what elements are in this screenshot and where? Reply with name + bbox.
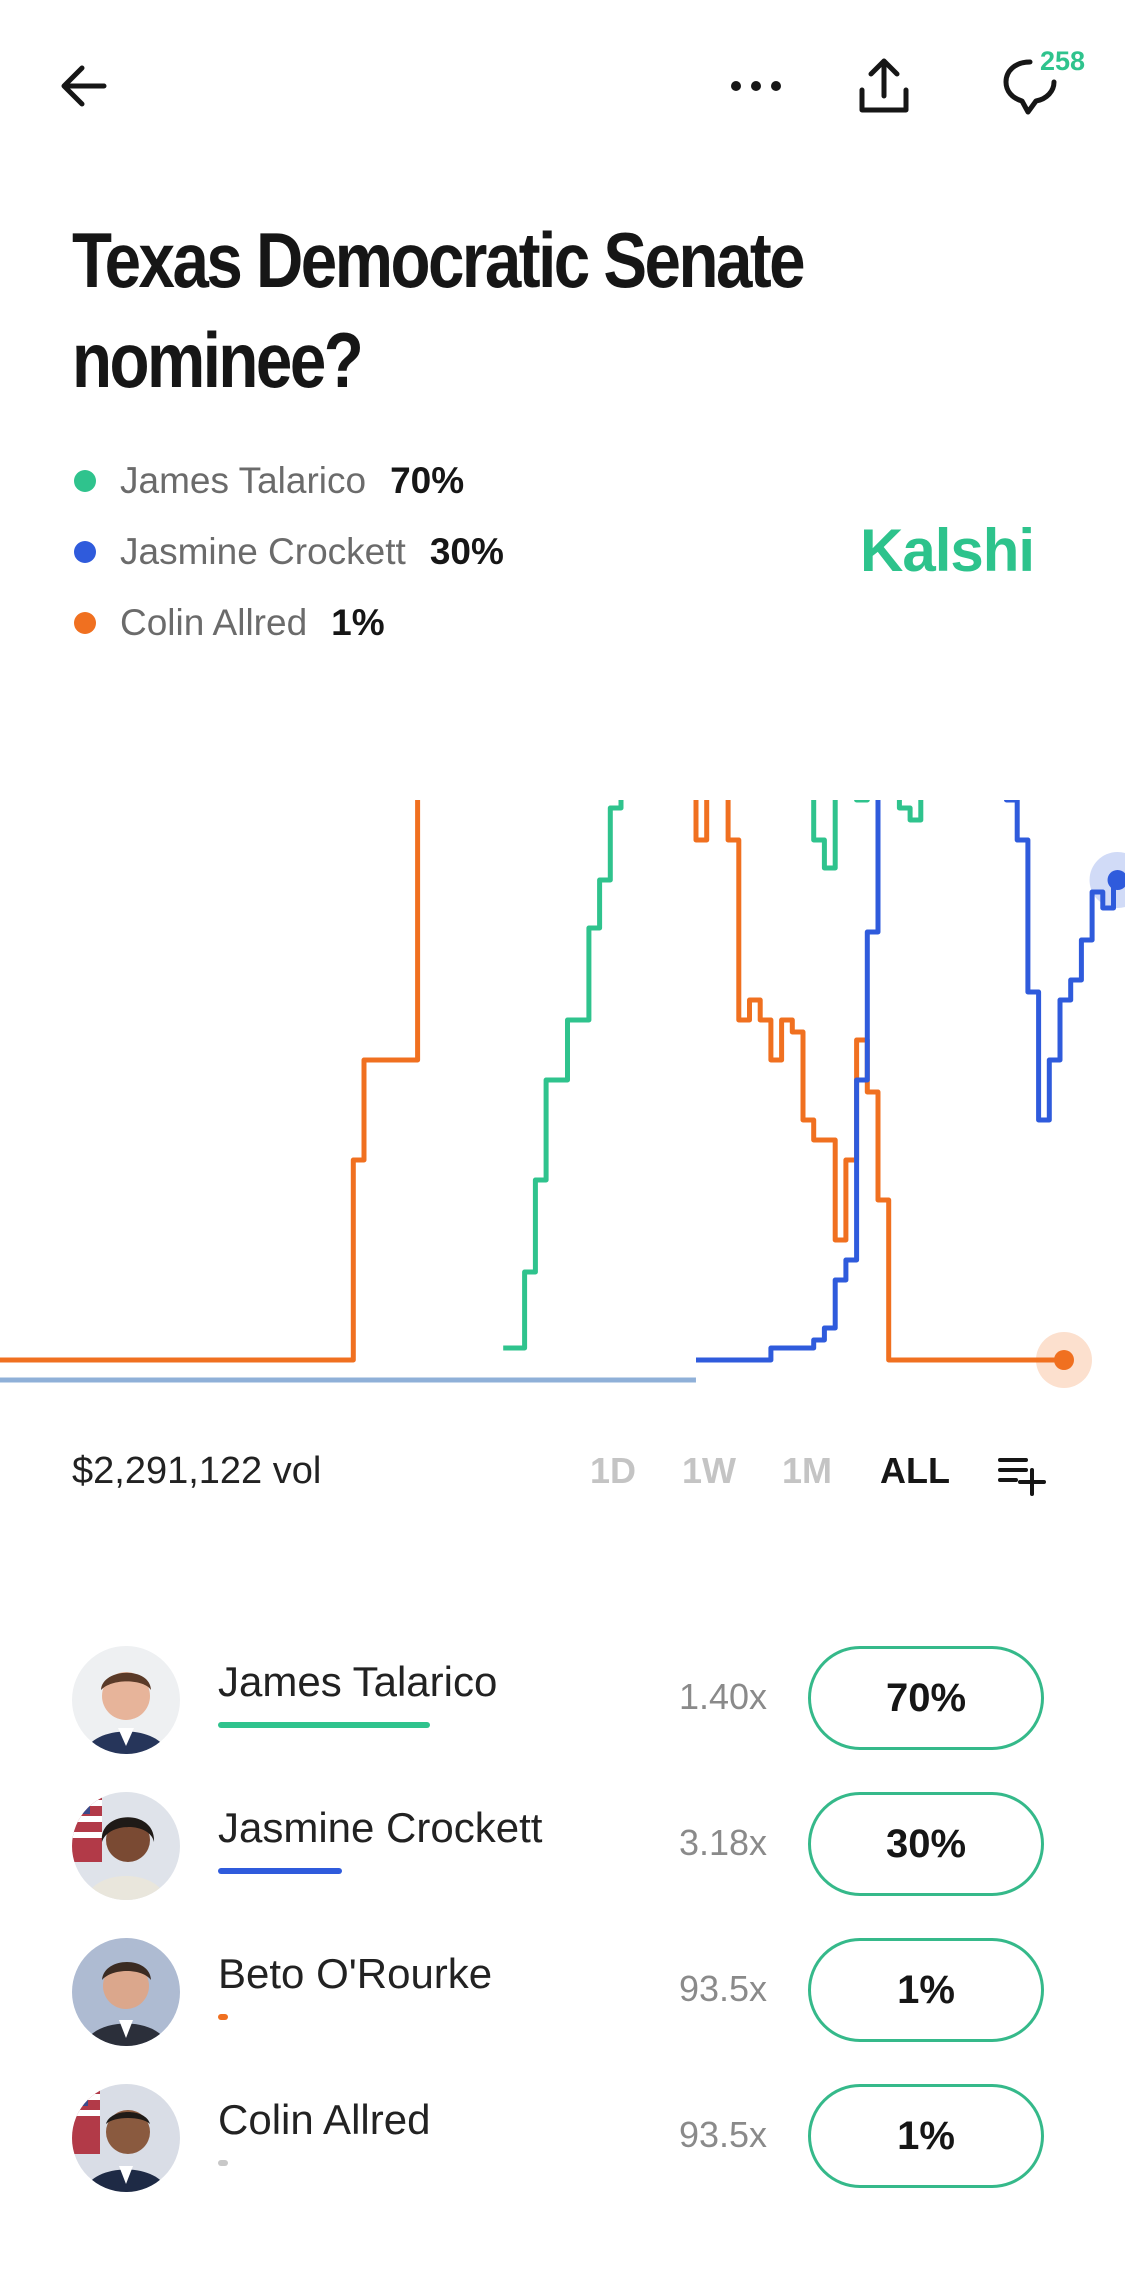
buy-button[interactable]: 1% bbox=[808, 1938, 1044, 2042]
legend-pct: 70% bbox=[390, 460, 465, 501]
volume-label: $2,291,122 vol bbox=[72, 1450, 322, 1492]
legend-dot bbox=[74, 470, 96, 492]
candidate-name: Beto O'Rourke bbox=[218, 1950, 493, 1997]
legend-name: James Talarico bbox=[120, 460, 367, 501]
legend-pct: 30% bbox=[429, 531, 504, 572]
share-button[interactable] bbox=[844, 46, 924, 126]
ellipsis-icon bbox=[731, 81, 781, 91]
range-1m[interactable]: 1M bbox=[782, 1450, 833, 1491]
legend-name: Colin Allred bbox=[120, 602, 308, 643]
legend-item: Jasmine Crockett 30% bbox=[74, 527, 504, 577]
buy-button[interactable]: 30% bbox=[808, 1792, 1044, 1896]
candidate-probability-bar bbox=[218, 1868, 342, 1874]
series-line-james-talarico bbox=[503, 800, 924, 1351]
avatar bbox=[72, 1792, 180, 1900]
more-button[interactable] bbox=[716, 46, 796, 126]
legend-pct: 1% bbox=[331, 602, 385, 643]
candidate-name: Jasmine Crockett bbox=[218, 1804, 543, 1851]
legend-dot bbox=[74, 612, 96, 634]
series-line-jasmine-crockett bbox=[696, 800, 1116, 1363]
candidate-probability-bar bbox=[218, 2160, 228, 2166]
avatar bbox=[72, 2084, 180, 2192]
series-end-halo bbox=[1089, 852, 1125, 908]
series-end-marker bbox=[1107, 870, 1125, 890]
payout-multiplier: 3.18x bbox=[678, 1822, 768, 1863]
candidate-probability-bar bbox=[218, 1722, 430, 1728]
range-1w[interactable]: 1W bbox=[682, 1450, 736, 1491]
buy-button[interactable]: 70% bbox=[808, 1646, 1044, 1750]
series-line-colin-allred bbox=[0, 800, 1060, 1363]
series-end-marker bbox=[1054, 1350, 1074, 1370]
legend-name: Jasmine Crockett bbox=[120, 531, 406, 572]
range-1d[interactable]: 1D bbox=[590, 1450, 637, 1491]
payout-multiplier: 1.40x bbox=[678, 1676, 768, 1717]
playlist-add-icon bbox=[998, 1458, 1046, 1496]
candidate-name: James Talarico bbox=[218, 1658, 498, 1705]
payout-multiplier: 93.5x bbox=[678, 1968, 768, 2009]
legend-item: James Talarico 70% bbox=[74, 456, 464, 506]
payout-multiplier: 93.5x bbox=[678, 2114, 768, 2155]
candidate-name: Colin Allred bbox=[218, 2096, 431, 2143]
add-to-watchlist-button[interactable] bbox=[996, 1448, 1046, 1498]
share-icon bbox=[859, 58, 909, 113]
legend-dot bbox=[74, 541, 96, 563]
avatar bbox=[72, 1938, 180, 2046]
price-chart[interactable] bbox=[0, 800, 1125, 1400]
comments-button[interactable] bbox=[990, 46, 1070, 126]
candidate-row[interactable]: James Talarico 1.40x 70% bbox=[0, 1630, 1125, 1770]
legend-item: Colin Allred 1% bbox=[74, 598, 385, 648]
buy-button[interactable]: 1% bbox=[808, 2084, 1044, 2188]
candidate-row[interactable]: Beto O'Rourke 93.5x 1% bbox=[0, 1922, 1125, 2062]
page-title: Texas Democratic Senate nominee? bbox=[72, 216, 806, 404]
candidate-probability-bar bbox=[218, 2014, 228, 2020]
candidate-row[interactable]: Colin Allred 93.5x 1% bbox=[0, 2068, 1125, 2208]
back-button[interactable] bbox=[44, 46, 124, 126]
range-all[interactable]: ALL bbox=[880, 1450, 950, 1491]
candidate-row[interactable]: Jasmine Crockett 3.18x 30% bbox=[0, 1776, 1125, 1916]
comment-count: 258 bbox=[1040, 46, 1086, 76]
avatar bbox=[72, 1646, 180, 1754]
brand-logo: Kalshi bbox=[860, 517, 1035, 584]
arrow-left-icon bbox=[61, 65, 107, 107]
comment-icon bbox=[1003, 59, 1057, 115]
